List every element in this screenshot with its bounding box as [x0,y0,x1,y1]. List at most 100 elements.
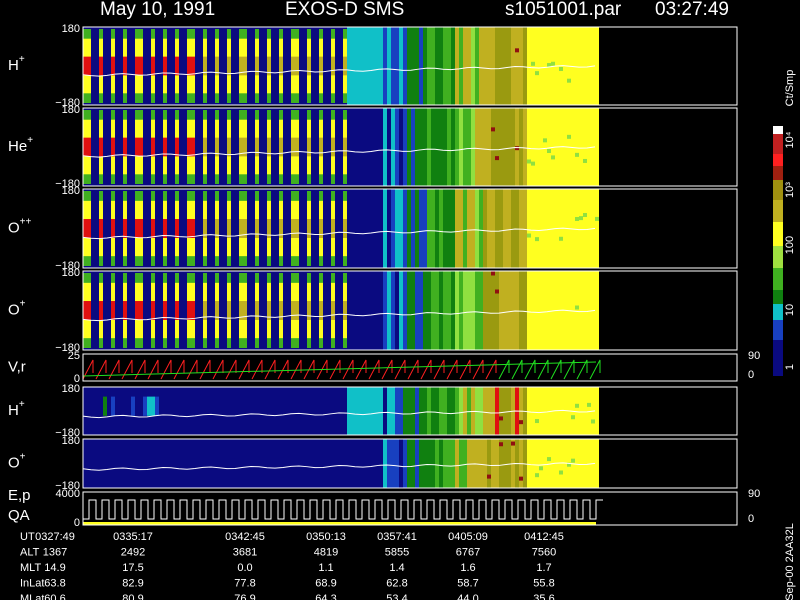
spectrogram-cell [303,271,307,350]
velocity-trace [290,359,302,380]
table-cell: 1.4 [389,562,404,574]
spectrogram-cell [147,439,151,488]
spectrogram-cell [383,108,387,186]
spectrogram-cell [427,189,431,268]
spectrogram-cell [115,189,119,268]
spectrogram-cell [123,219,127,238]
spectrogram-cell [303,189,307,268]
spectrogram-cell [527,233,531,238]
spectrogram-cell [115,271,119,350]
spectrogram-cell [391,189,395,268]
spectrogram-cell [451,108,455,186]
spectrogram-cell [391,108,395,186]
spectrogram-cell [299,27,303,105]
spectrogram-cell [387,387,391,435]
y-tick-label: 180 [62,104,80,116]
trace-line [82,65,596,77]
spectrogram-cell [191,56,195,76]
table-cell: 76.9 [234,593,255,600]
table-cell: 1.1 [318,562,333,574]
spectrogram-cell [175,219,179,238]
spectrogram-cell [535,473,539,478]
spectrogram-cell [491,271,495,276]
spectrogram-cell [491,387,495,435]
spectrogram-cell [363,27,367,105]
spectrogram-cell [295,387,299,435]
spectrogram-cell [383,387,387,435]
spectrogram-cell [427,27,431,105]
spectrogram-cell [535,419,539,424]
spectrogram-cell [87,301,91,320]
spectrogram-cell [407,439,411,488]
spectrogram-cell [299,387,303,435]
spectrogram-cell [311,271,315,350]
spectrogram-cell [511,189,515,268]
spectrogram-cell [87,387,91,435]
spectrogram-cell [399,27,403,105]
spectrogram-cell [131,396,135,416]
spectrogram-cell [243,219,247,238]
spectrogram-cell [579,189,583,268]
spectrogram-cell [351,27,355,105]
spectrogram-cell [91,439,95,488]
spectrogram-cell [491,189,495,268]
spectrogram-cell [223,189,227,268]
spectrogram-cell [379,271,383,350]
spectrogram-cell [131,108,135,186]
spectrogram-cell [535,108,539,186]
spectrogram-cell [303,439,307,488]
colorbar-tick-label: 1 [784,364,796,370]
spectrogram-cell [143,189,147,268]
y2-tick-label: 0 [748,369,754,381]
spectrogram-cell [195,108,199,186]
spectrogram-cell [247,387,251,435]
spectrogram-cell [451,27,455,105]
spectrogram-cell [475,439,479,488]
spectrogram-cell [299,189,303,268]
spectrogram-cell [411,387,415,435]
spectrogram-cell [343,56,347,76]
spectrogram-cell [491,271,495,350]
spectrogram-cell [495,108,499,186]
spectrogram-cell [255,137,259,157]
spectrogram-cell [535,237,539,242]
spectrogram-cell [171,108,175,186]
table-cell: 80.9 [122,593,143,600]
spectrogram-cell [283,189,287,268]
spectrogram-cell [467,108,471,186]
spectrogram-cell [351,271,355,350]
spectrogram-cell [263,439,267,488]
spectrogram-cell [95,27,99,105]
spectrogram-cell [279,301,283,320]
spectrogram-cell [323,387,327,435]
spectrograms [82,27,603,525]
spectrogram-cell [479,189,483,268]
spectrogram-cell [463,387,467,435]
spectrogram-cell [359,439,363,488]
spectrogram-cell [191,301,195,320]
spectrogram-cell [523,271,527,350]
spectrogram-cell [267,219,271,238]
spectrogram-cell [419,108,423,186]
spectrogram-cell [567,134,571,139]
spectrogram-cell [159,271,163,350]
spectrogram-cell [99,219,103,238]
y-tick-label: −180 [55,427,80,439]
spectrogram-cell [135,137,139,157]
spectrogram-cell [315,189,319,268]
spectrogram-cell [259,27,263,105]
spectrogram-cell [211,271,215,350]
spectrogram-cell [171,439,175,488]
spectrogram-cell [147,396,151,416]
spectrogram-cell [535,271,539,350]
spectrogram-cell [239,439,243,488]
spectrogram-cell [451,189,455,268]
spectrogram-cell [375,387,379,435]
spectrogram-cell [87,137,91,157]
spectrogram-cell [363,271,367,350]
spectrogram-cell [203,301,207,320]
spectrogram-cell [171,27,175,105]
spectrogram-cell [167,439,171,488]
spectrogram-cell [379,387,383,435]
spectrogram-cell [323,439,327,488]
